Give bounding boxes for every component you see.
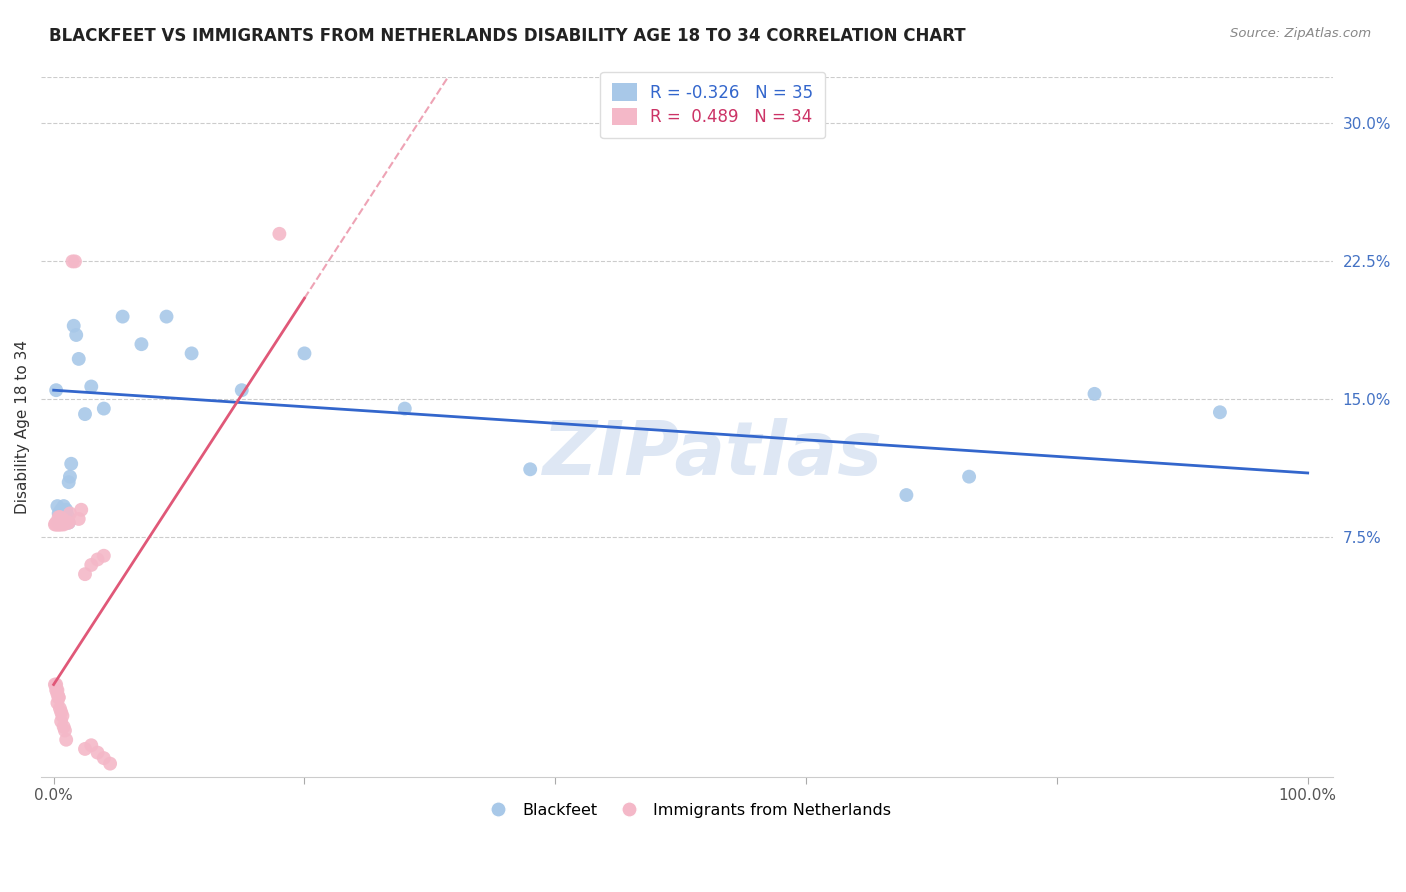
Point [67, 351, 90, 366]
Point [63, 254, 86, 268]
Point [80, 379, 103, 393]
Point [98, 756, 121, 771]
Point [52, 514, 75, 528]
Point [56, 508, 79, 523]
Text: Source: ZipAtlas.com: Source: ZipAtlas.com [1230, 27, 1371, 40]
Point [67, 512, 90, 526]
Point [45, 516, 67, 530]
Point [93, 751, 115, 765]
Point [51, 512, 73, 526]
Point [52, 516, 75, 530]
Point [46, 696, 69, 710]
Point [49, 508, 72, 523]
Point [896, 488, 918, 502]
Point [51, 507, 73, 521]
Point [46, 683, 69, 698]
Point [48, 516, 70, 530]
Text: BLACKFEET VS IMMIGRANTS FROM NETHERLANDS DISABILITY AGE 18 TO 34 CORRELATION CHA: BLACKFEET VS IMMIGRANTS FROM NETHERLANDS… [49, 27, 966, 45]
Point [52, 720, 75, 734]
Point [51, 517, 73, 532]
Point [80, 738, 103, 752]
Point [65, 328, 87, 343]
Point [45, 383, 67, 397]
Point [48, 507, 70, 521]
Point [51, 705, 73, 719]
Point [58, 516, 80, 530]
Point [52, 499, 75, 513]
Point [48, 510, 70, 524]
Point [53, 507, 76, 521]
Point [51, 708, 73, 723]
Point [53, 516, 76, 530]
Point [80, 558, 103, 572]
Point [62, 254, 84, 268]
Point [44, 517, 66, 532]
Y-axis label: Disability Age 18 to 34: Disability Age 18 to 34 [15, 340, 30, 514]
Point [60, 457, 83, 471]
Point [45, 517, 67, 532]
Point [58, 516, 80, 530]
Point [55, 732, 77, 747]
Point [180, 346, 202, 360]
Point [49, 510, 72, 524]
Point [519, 462, 541, 476]
Point [46, 516, 69, 530]
Point [51, 514, 73, 528]
Point [56, 516, 79, 530]
Point [70, 502, 93, 516]
Point [49, 516, 72, 530]
Point [49, 701, 72, 715]
Text: ZIPatlas: ZIPatlas [543, 418, 883, 491]
Point [86, 746, 108, 760]
Point [51, 714, 73, 729]
Point [155, 310, 177, 324]
Point [55, 516, 77, 530]
Point [1209, 405, 1232, 419]
Point [73, 407, 96, 421]
Point [93, 401, 115, 416]
Point [59, 469, 82, 483]
Point [1083, 387, 1105, 401]
Point [86, 552, 108, 566]
Point [49, 517, 72, 532]
Point [59, 507, 82, 521]
Point [269, 227, 291, 241]
Point [131, 337, 153, 351]
Point [52, 517, 75, 532]
Point [51, 502, 73, 516]
Point [957, 469, 980, 483]
Point [48, 690, 70, 705]
Point [51, 516, 73, 530]
Point [46, 499, 69, 513]
Point [51, 516, 73, 530]
Point [46, 687, 69, 701]
Point [231, 383, 253, 397]
Point [44, 677, 66, 691]
Point [111, 310, 134, 324]
Point [48, 517, 70, 532]
Point [46, 517, 69, 532]
Point [58, 475, 80, 490]
Point [73, 567, 96, 582]
Point [45, 677, 67, 691]
Point [394, 401, 416, 416]
Point [53, 723, 76, 738]
Point [55, 502, 77, 516]
Point [93, 549, 115, 563]
Point [62, 318, 84, 333]
Point [48, 516, 70, 530]
Legend: Blackfeet, Immigrants from Netherlands: Blackfeet, Immigrants from Netherlands [477, 797, 898, 824]
Point [294, 346, 316, 360]
Point [45, 683, 67, 698]
Point [48, 690, 70, 705]
Point [73, 742, 96, 756]
